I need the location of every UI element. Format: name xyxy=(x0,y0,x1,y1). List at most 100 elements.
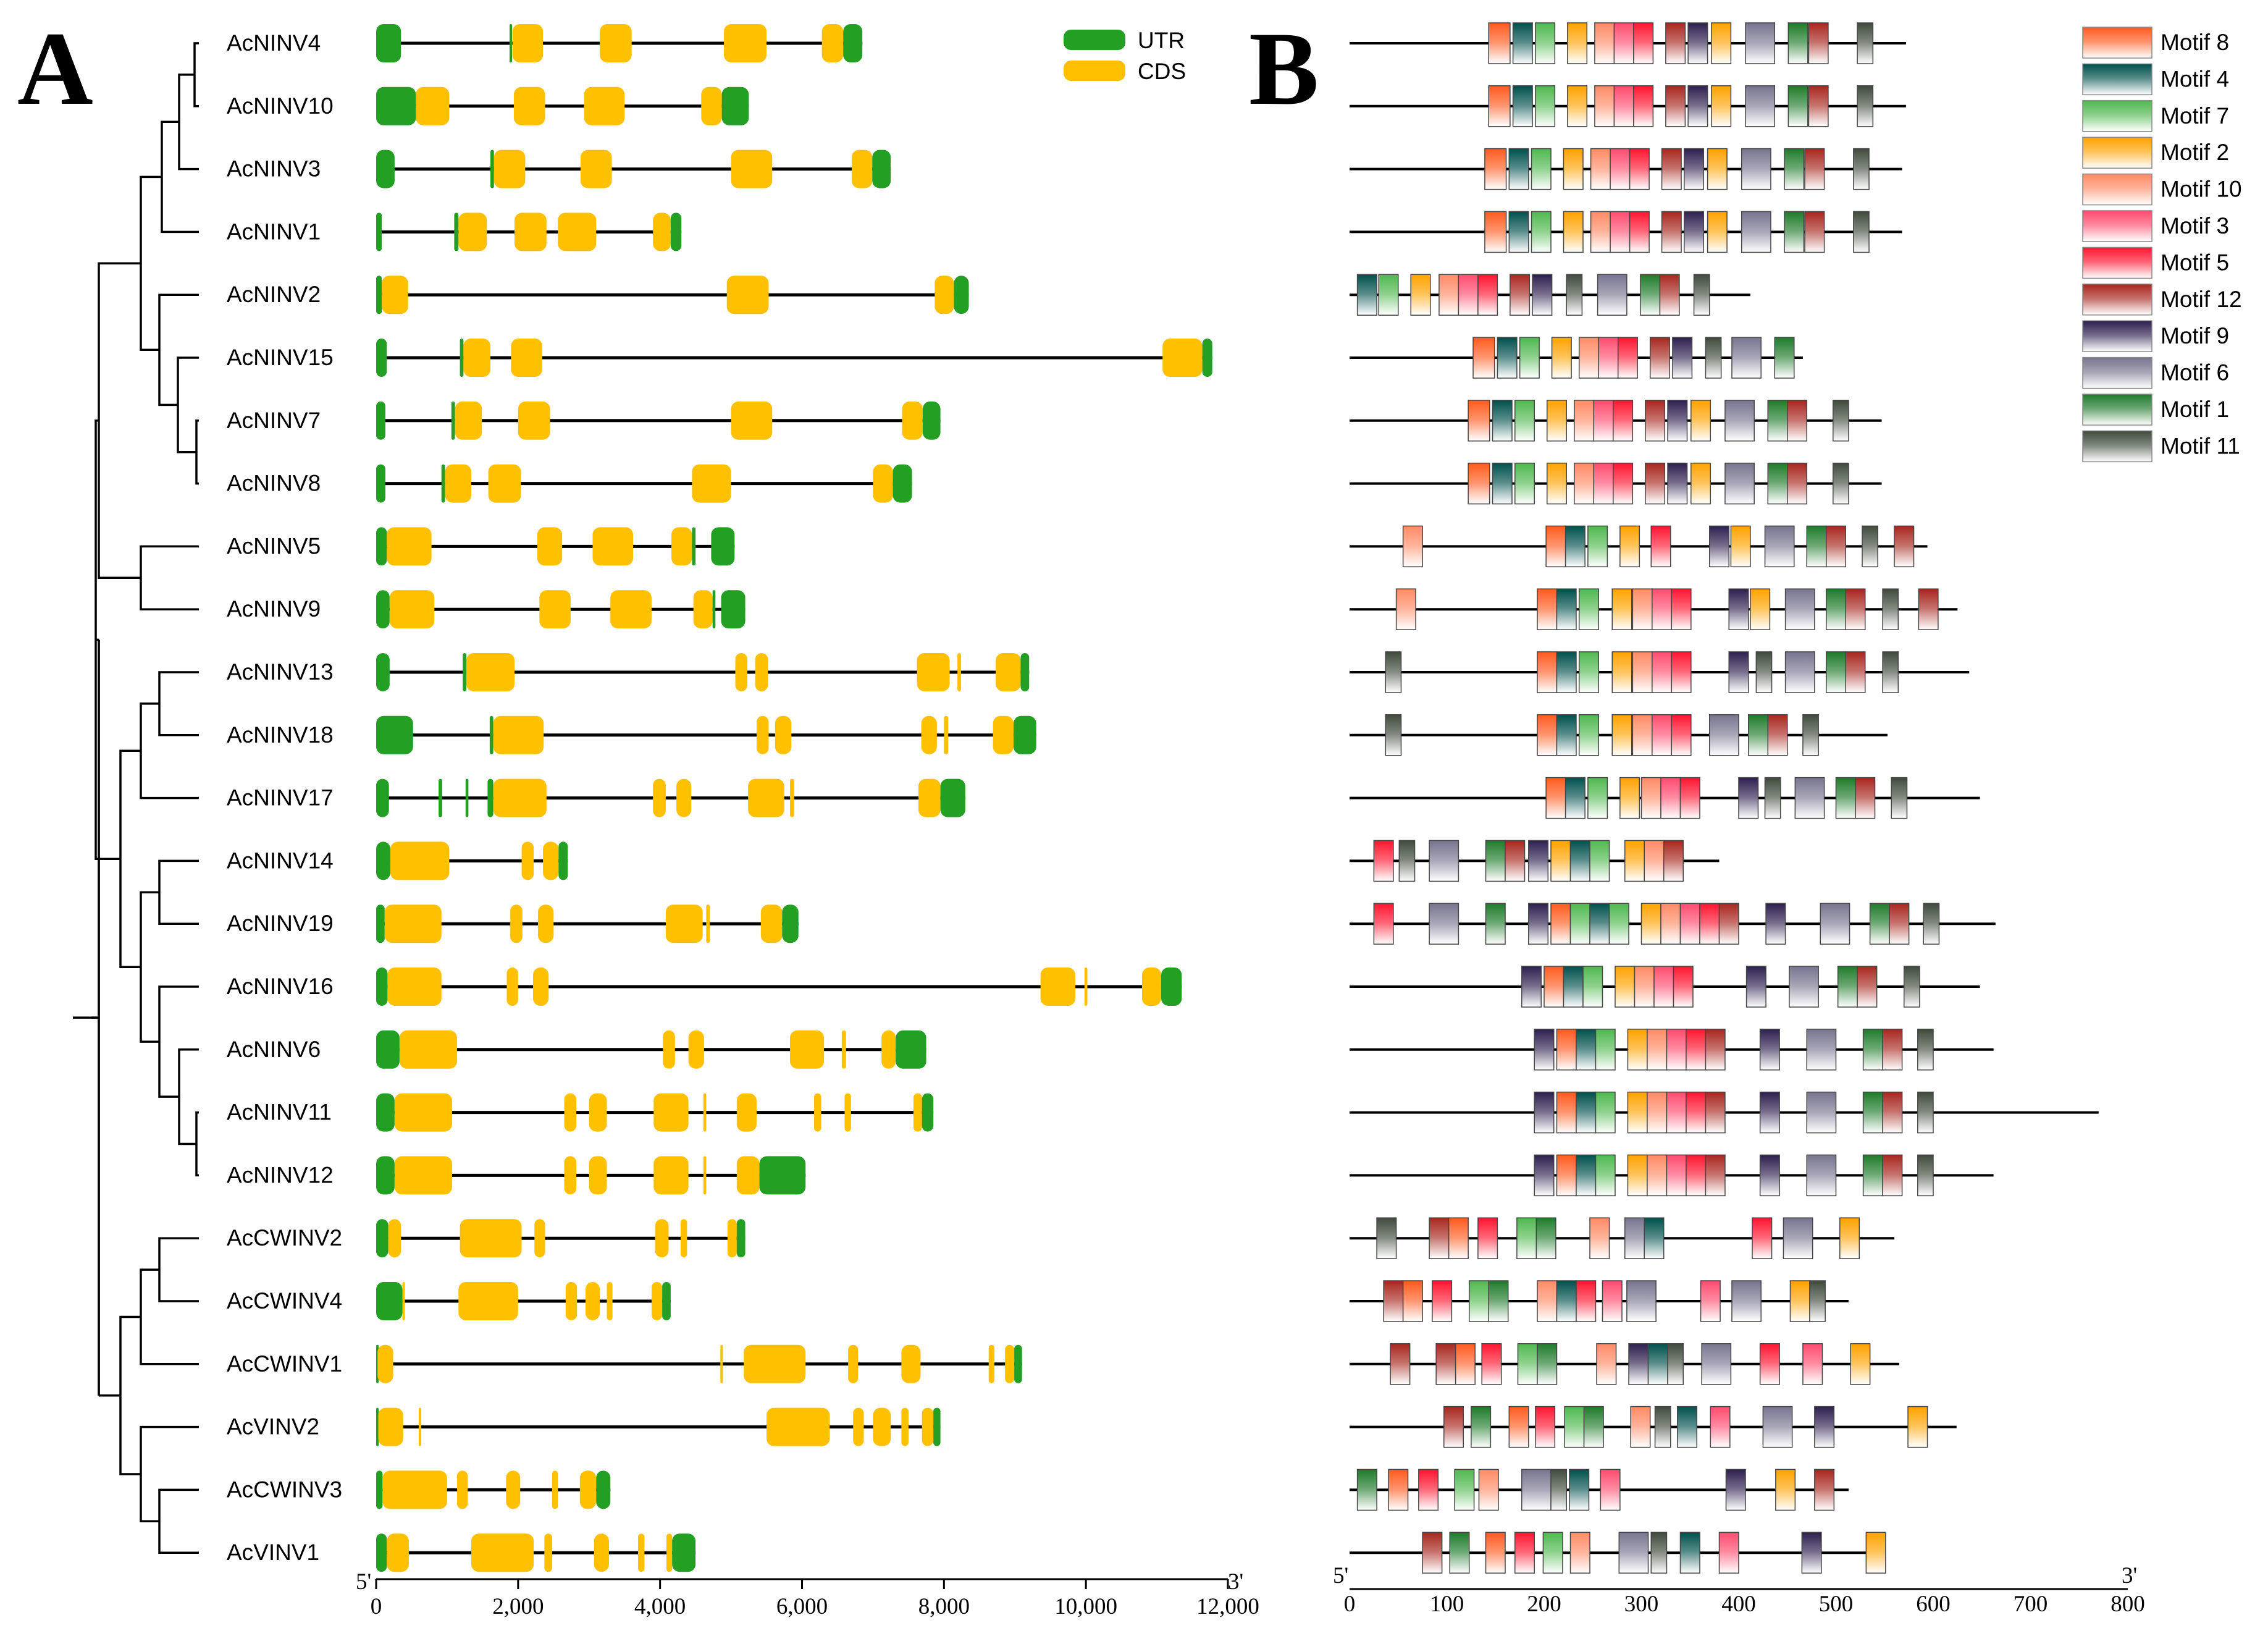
utr-segment xyxy=(1161,968,1182,1006)
motif-11-box xyxy=(1802,714,1819,756)
motif-7-box xyxy=(1582,966,1603,1008)
utr-segment xyxy=(376,841,390,880)
utr-segment xyxy=(465,778,469,817)
axis-a-tick-label: 2,000 xyxy=(492,1594,544,1619)
gene-row: AcCWINV2 xyxy=(227,1219,746,1258)
motif-2-box xyxy=(1640,903,1661,945)
motif-5-box xyxy=(1699,903,1720,945)
motif-6-box xyxy=(1709,714,1739,756)
motif-panel xyxy=(1350,22,2099,1574)
motif-7-box xyxy=(1535,85,1556,127)
motif-5-box xyxy=(1617,337,1638,379)
motif-legend-label: Motif 8 xyxy=(2161,30,2229,55)
motif-3-box xyxy=(1593,462,1614,505)
utr-segment xyxy=(843,24,863,62)
gene-row: AcNINV13 xyxy=(227,653,1030,691)
motif-12-box xyxy=(1429,1217,1450,1259)
motif-1-box xyxy=(1449,1532,1470,1574)
motif-11-box xyxy=(1882,588,1899,630)
cds-segment xyxy=(814,1093,821,1132)
motif-7-box xyxy=(1587,777,1608,819)
cds-segment xyxy=(1040,968,1075,1006)
cds-segment xyxy=(902,401,923,440)
protein-row xyxy=(1350,1154,1994,1197)
motif-7-box xyxy=(1531,211,1552,253)
gene-row: AcNINV17 xyxy=(227,778,965,817)
motif-6-box xyxy=(1724,400,1755,442)
cds-segment xyxy=(514,213,547,251)
motif-legend-swatch xyxy=(2082,210,2152,242)
utr-segment xyxy=(933,1407,941,1446)
gene-row: AcNINV4 xyxy=(227,24,863,62)
motif-6-box xyxy=(1429,903,1460,945)
motif-11-box xyxy=(1693,274,1710,316)
utr-segment xyxy=(376,653,390,691)
motif-12-box xyxy=(1826,525,1846,568)
motif-7-box xyxy=(1608,903,1629,945)
protein-row xyxy=(1350,1343,1899,1385)
cds-legend-swatch xyxy=(1064,61,1125,81)
motif-2-box xyxy=(1611,714,1632,756)
gene-row: AcNINV12 xyxy=(227,1156,806,1195)
motif-11-box xyxy=(1917,1154,1934,1197)
tree-branch xyxy=(158,293,199,407)
cds-segment xyxy=(756,715,769,754)
motif-3-box xyxy=(1679,903,1700,945)
motif-7-box xyxy=(1569,903,1590,945)
motif-12-box xyxy=(1882,1091,1903,1134)
motif-4-box xyxy=(1564,777,1586,819)
motif-11-box xyxy=(1857,85,1874,127)
motif-4-box xyxy=(1576,1029,1597,1071)
motif-5-box xyxy=(1535,1406,1556,1448)
gene-name: AcNINV11 xyxy=(227,1100,332,1125)
cds-segment xyxy=(901,1407,909,1446)
cds-segment xyxy=(594,1533,609,1572)
panel-label-a: A xyxy=(17,11,93,127)
motif-5-box xyxy=(1686,1091,1707,1134)
motif-7-box xyxy=(1514,462,1535,505)
motif-9-box xyxy=(1684,148,1705,190)
motif-3-box xyxy=(1613,85,1634,127)
motif-11-box xyxy=(1764,777,1781,819)
motif-2-box xyxy=(1546,462,1567,505)
cds-segment xyxy=(394,1156,452,1195)
motif-7-box xyxy=(1589,840,1610,882)
axis-b-tick-label: 600 xyxy=(1916,1592,1951,1617)
motif-11-box xyxy=(1376,1217,1397,1259)
cds-segment xyxy=(387,1533,409,1572)
cds-segment xyxy=(663,1030,675,1069)
utr-segment xyxy=(510,24,513,62)
motif-6-box xyxy=(1701,1343,1732,1385)
motif-8-box xyxy=(1485,1532,1506,1574)
motif-6-box xyxy=(1806,1154,1837,1197)
axis-a-tick-label: 12,000 xyxy=(1196,1594,1259,1619)
motif-1-box xyxy=(1583,1406,1604,1448)
cds-segment xyxy=(382,1470,447,1509)
motif-12-box xyxy=(1882,1154,1903,1197)
motif-legend-swatch xyxy=(2082,247,2152,279)
motif-3-box xyxy=(1600,1469,1621,1511)
utr-segment xyxy=(376,1470,383,1509)
gene-name: AcNINV4 xyxy=(227,30,321,56)
axis-b-tick-label: 300 xyxy=(1624,1592,1659,1617)
utr-segment xyxy=(376,1282,403,1320)
motif-10-box xyxy=(1647,1029,1668,1071)
motif-6-box xyxy=(1820,903,1850,945)
protein-row xyxy=(1350,274,1750,316)
motif-3-box xyxy=(1802,1343,1823,1385)
utr-segment xyxy=(376,1219,388,1258)
motif-legend-item: Motif 4 xyxy=(2082,63,2229,96)
motif-legend-swatch xyxy=(2082,137,2152,169)
motif-5-box xyxy=(1679,777,1700,819)
cds-segment xyxy=(580,150,612,188)
motif-legend-label: Motif 3 xyxy=(2161,213,2229,238)
motif-11-box xyxy=(1667,1343,1684,1385)
cds-segment xyxy=(518,401,550,440)
motif-2-box xyxy=(1567,85,1588,127)
cds-segment xyxy=(537,527,563,566)
cds-segment xyxy=(789,778,794,817)
motif-2-box xyxy=(1775,1469,1796,1511)
utr-segment xyxy=(736,1219,746,1258)
cds-segment xyxy=(607,1282,613,1320)
utr-segment xyxy=(721,590,746,629)
